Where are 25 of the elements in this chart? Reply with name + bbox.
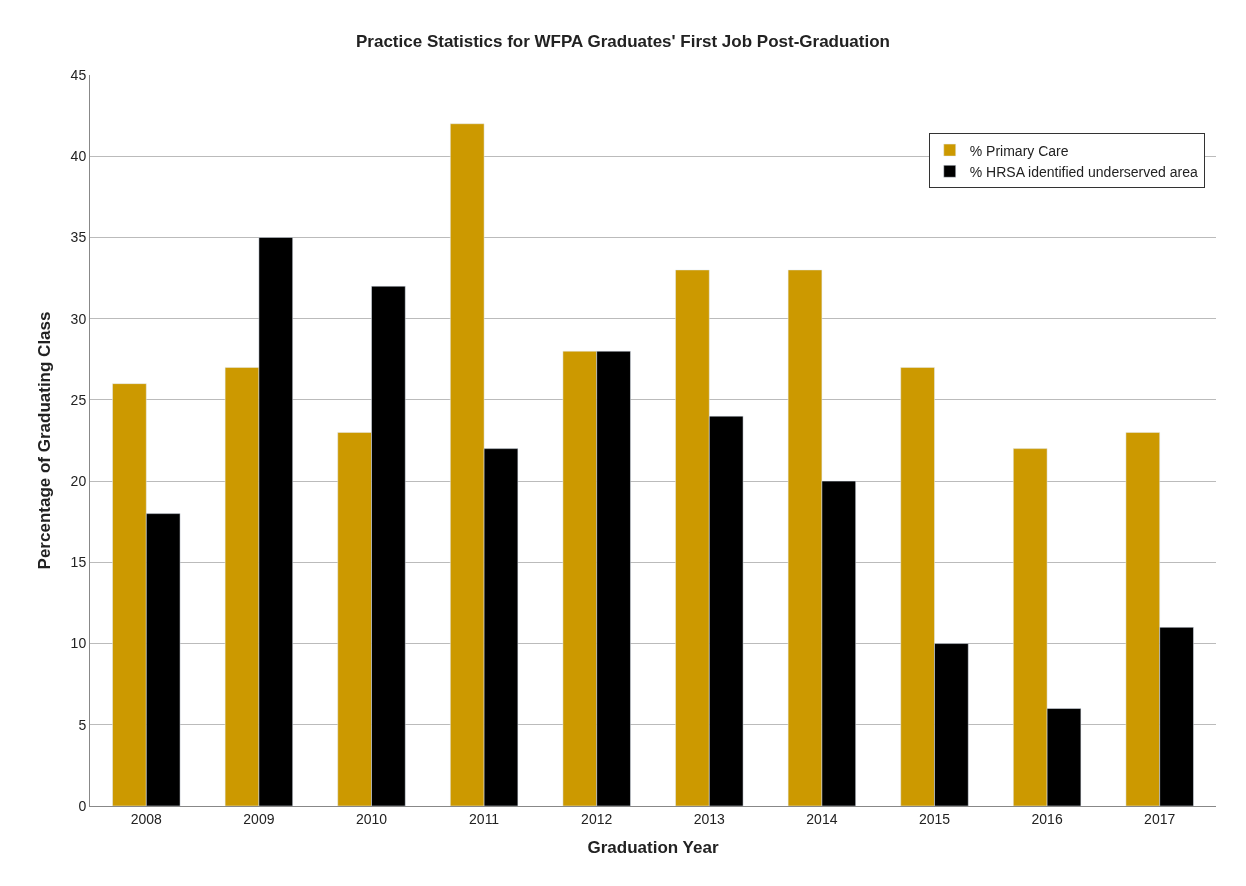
y-tick-label: 0 xyxy=(78,797,87,814)
x-tick-label: 2009 xyxy=(243,810,275,827)
y-tick-label: 45 xyxy=(70,66,87,83)
x-tick-label: 2012 xyxy=(581,810,613,827)
chart-title: Practice Statistics for WFPA Graduates' First Job Post-Graduation xyxy=(356,32,890,52)
y-tick-label: 15 xyxy=(70,554,87,571)
x-tick-label: 2011 xyxy=(469,810,500,827)
y-tick-label: 20 xyxy=(70,473,87,490)
legend-label: % HRSA identified underserved area xyxy=(969,163,1198,180)
x-axis-title: Graduation Year xyxy=(587,838,719,858)
x-tick-label: 2014 xyxy=(806,810,838,827)
y-tick-label: 25 xyxy=(70,391,87,408)
legend-label: % Primary Care xyxy=(969,142,1069,159)
y-tick-label: 10 xyxy=(70,635,87,652)
x-tick-label: 2017 xyxy=(1144,810,1176,827)
y-tick-label: 40 xyxy=(70,148,87,165)
y-tick-label: 30 xyxy=(70,310,87,327)
x-tick-label: 2010 xyxy=(355,810,388,827)
x-tick-label: 2016 xyxy=(1031,810,1063,827)
y-tick-label: 35 xyxy=(70,229,87,246)
x-tick-label: 2008 xyxy=(130,810,163,827)
y-axis-title: Percentage of Graduating Class xyxy=(35,311,55,570)
x-tick-label: 2015 xyxy=(918,810,951,827)
x-tick-label: 2013 xyxy=(693,810,726,827)
y-tick-label: 5 xyxy=(78,716,87,733)
